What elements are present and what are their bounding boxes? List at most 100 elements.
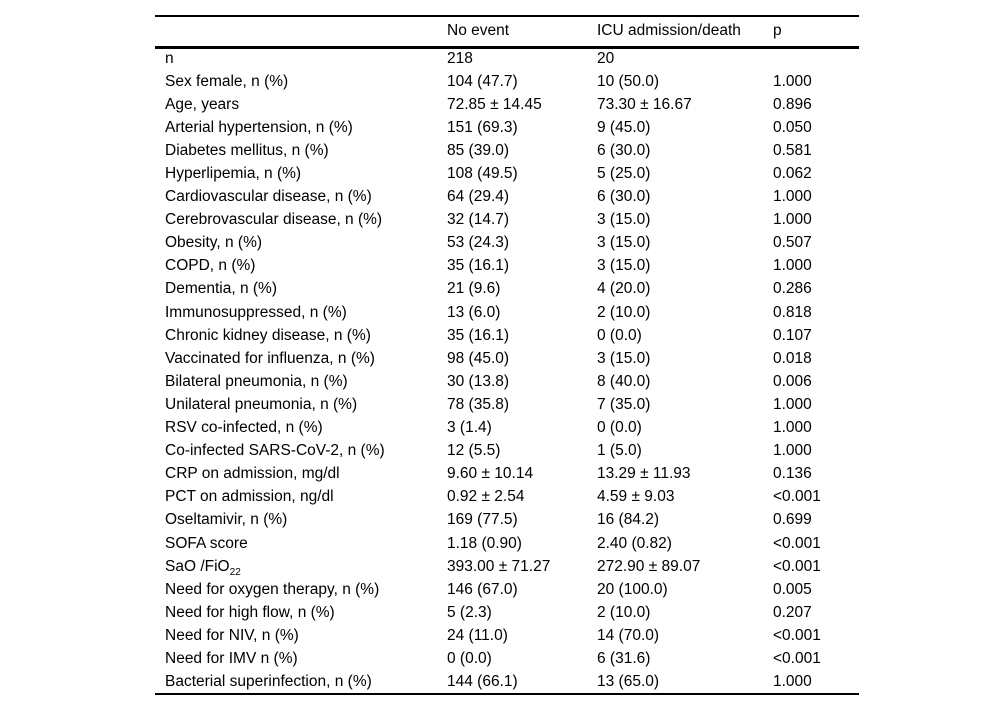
row-label-text: Oseltamivir, n (%) [165,511,288,529]
row-label-text: SOFA score [165,534,248,552]
table-row: Sex female, n (%) 104 (47.7) 10 (50.0) 1.00… [155,70,859,93]
row-label-text: Vaccinated for influenza, n (%) [165,349,375,367]
table-row: Arterial hypertension, n (%) 151 (69.3) 9 … [155,116,859,139]
cell-no-event: 144 (66.1) [447,672,518,690]
row-label: Bilateral pneumonia, n (%) [155,370,447,393]
cell-icu-admission-death: 16 (84.2) [597,511,660,529]
table-row: Vaccinated for influenza, n (%) 98 (45.0)… [155,347,859,370]
row-label-text: Need for high flow, n (%) [165,603,335,621]
table-row: Obesity, n (%) 53 (24.3) 3 (15.0) 0.507 [155,232,859,255]
cell-icu-admission-death: 7 (35.0) [597,395,651,413]
row-label-text: COPD, n (%) [165,257,256,275]
cell-p-value: <0.001 [773,557,821,575]
row-label-text: Immunosuppressed, n (%) [165,303,347,321]
row-label: Immunosuppressed, n (%) [155,301,447,324]
table-row: Need for high flow, n (%) 5 (2.3) 2 (10.0)… [155,601,859,624]
cell-icu-admission-death: 13 (65.0) [597,672,660,690]
cell-icu-admission-death: 10 (50.0) [597,72,660,90]
cell-icu-admission-death: 0 (0.0) [597,326,642,344]
row-label: Vaccinated for influenza, n (%) [155,347,447,370]
table-row: SaO /FiO22 393.00 ± 71.27 272.90 ± 89.07 <0… [155,555,859,578]
table-row: COPD, n (%) 35 (16.1) 3 (15.0) 1.000 [155,255,859,278]
cell-p-value: 0.018 [773,349,812,367]
row-label-text: Cardiovascular disease, n (%) [165,188,372,206]
cell-p-value: 0.896 [773,95,812,113]
table-row: Cardiovascular disease, n (%) 64 (29.4) 6 … [155,186,859,209]
cell-no-event: 53 (24.3) [447,234,510,252]
cell-no-event: 30 (13.8) [447,372,510,390]
cell-icu-admission-death: 0 (0.0) [597,419,642,437]
table-row: Immunosuppressed, n (%) 13 (6.0) 2 (10.0) 0… [155,301,859,324]
cell-p-value: 0.062 [773,165,812,183]
row-label-text: Need for NIV, n (%) [165,626,299,644]
row-label: Chronic kidney disease, n (%) [155,324,447,347]
table-row: Age, years 72.85 ± 14.45 73.30 ± 16.67 0.89… [155,93,859,116]
cell-no-event: 151 (69.3) [447,118,518,136]
cell-p-value: 0.581 [773,141,812,159]
row-label-text: Hyperlipemia, n (%) [165,165,302,183]
row-label-text: Need for IMV n (%) [165,649,298,667]
cell-icu-admission-death: 20 [597,50,615,68]
cell-no-event: 5 (2.3) [447,603,492,621]
cell-icu-admission-death: 3 (15.0) [597,257,651,275]
row-label-text: RSV co-infected, n (%) [165,419,323,437]
cell-icu-admission-death: 9 (45.0) [597,118,651,136]
row-label: SaO /FiO22 [155,555,447,578]
cell-p-value: 1.000 [773,188,812,206]
cell-no-event: 78 (35.8) [447,395,510,413]
cell-no-event: 169 (77.5) [447,511,518,529]
row-label: RSV co-infected, n (%) [155,417,447,440]
cell-no-event: 35 (16.1) [447,326,510,344]
row-label-text: Obesity, n (%) [165,234,263,252]
row-label: Age, years [155,93,447,116]
cell-p-value: <0.001 [773,534,821,552]
row-label: CRP on admission, mg/dl [155,463,447,486]
row-label-text: Unilateral pneumonia, n (%) [165,395,358,413]
cell-p-value: 1.000 [773,419,812,437]
row-label-text: Sex female, n (%) [165,72,289,90]
cell-icu-admission-death: 4.59 ± 9.03 [597,488,675,506]
cell-icu-admission-death: 2 (10.0) [597,603,651,621]
cell-p-value: 0.207 [773,603,812,621]
row-label: Bacterial superinfection, n (%) [155,671,447,694]
row-label: Dementia, n (%) [155,278,447,301]
cell-no-event: 13 (6.0) [447,303,501,321]
row-label-text: Chronic kidney disease, n (%) [165,326,371,344]
cell-no-event: 1.18 (0.90) [447,534,522,552]
row-label-text: Bacterial superinfection, n (%) [165,672,372,690]
cell-p-value: 0.507 [773,234,812,252]
row-label-text: Arterial hypertension, n (%) [165,118,353,136]
cell-icu-admission-death: 14 (70.0) [597,626,660,644]
cell-no-event: 64 (29.4) [447,188,510,206]
table-row: Need for IMV n (%) 0 (0.0) 6 (31.6) <0.001 [155,647,859,670]
table-row: Need for oxygen therapy, n (%) 146 (67.0)… [155,578,859,601]
column-header-p-value: p [773,22,782,40]
cell-p-value: 0.050 [773,118,812,136]
column-header-icu-admission-death: ICU admission/death [597,22,741,40]
row-label: Unilateral pneumonia, n (%) [155,393,447,416]
cell-p-value: 0.006 [773,372,812,390]
cell-no-event: 9.60 ± 10.14 [447,465,534,483]
row-label-subscript: 22 [229,566,241,578]
table-row: Need for NIV, n (%) 24 (11.0) 14 (70.0) <0.… [155,624,859,647]
row-label-text: SaO /FiO [165,557,230,575]
cell-icu-admission-death: 8 (40.0) [597,372,651,390]
cell-p-value: 0.286 [773,280,812,298]
row-label-text: Cerebrovascular disease, n (%) [165,211,383,229]
cell-icu-admission-death: 3 (15.0) [597,349,651,367]
row-label-text: Bilateral pneumonia, n (%) [165,372,348,390]
cell-no-event: 21 (9.6) [447,280,501,298]
cell-no-event: 108 (49.5) [447,165,518,183]
row-label: PCT on admission, ng/dl [155,486,447,509]
table-row: Unilateral pneumonia, n (%) 78 (35.8) 7 (3… [155,393,859,416]
row-label: Cardiovascular disease, n (%) [155,186,447,209]
row-label-text: CRP on admission, mg/dl [165,465,340,483]
table-row: Bilateral pneumonia, n (%) 30 (13.8) 8 (40… [155,370,859,393]
table-row: Chronic kidney disease, n (%) 35 (16.1) 0 … [155,324,859,347]
cell-icu-admission-death: 2.40 (0.82) [597,534,672,552]
row-label: Oseltamivir, n (%) [155,509,447,532]
cell-icu-admission-death: 6 (30.0) [597,188,651,206]
cell-p-value: 1.000 [773,395,812,413]
row-label: SOFA score [155,532,447,555]
